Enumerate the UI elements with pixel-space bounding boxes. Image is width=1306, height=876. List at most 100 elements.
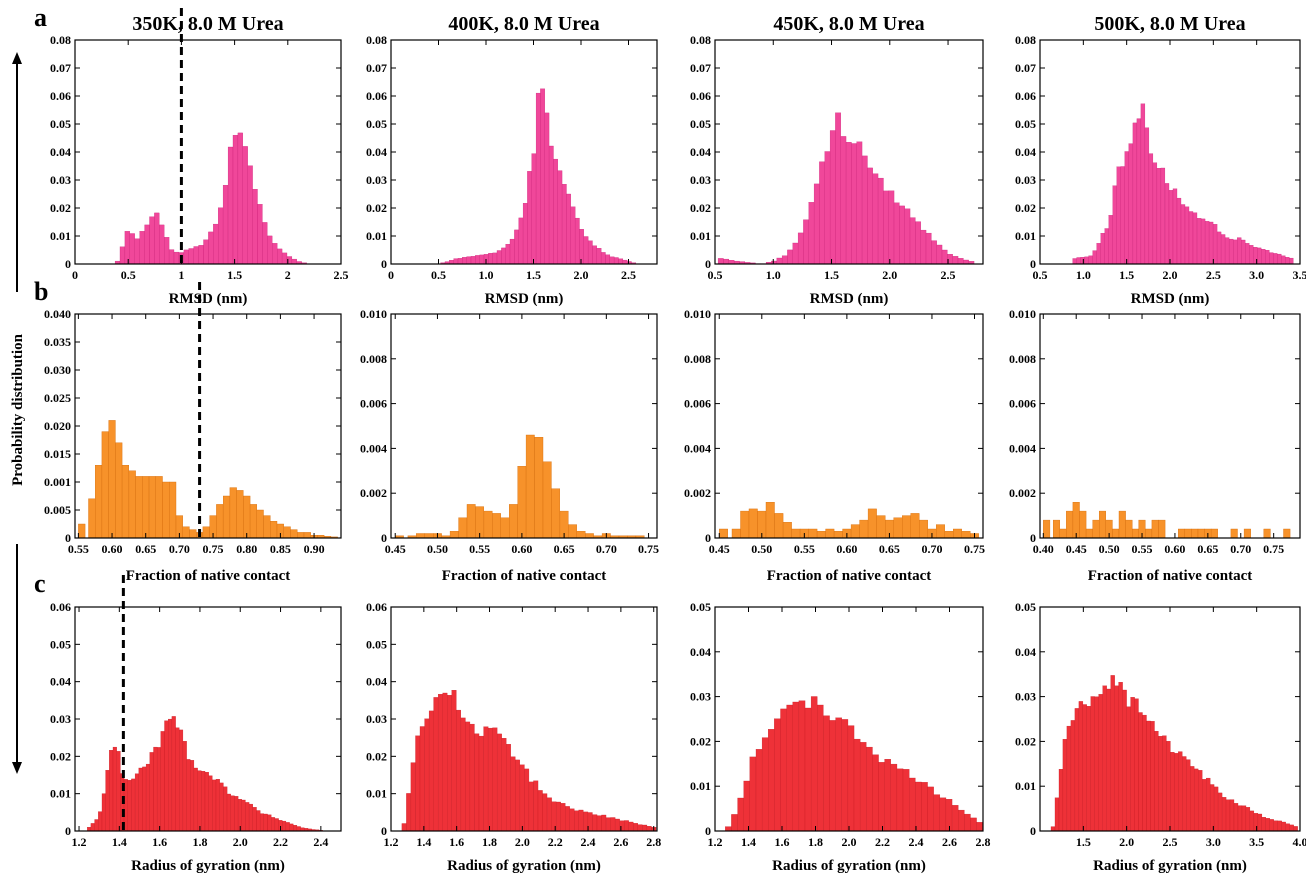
histogram-bar xyxy=(144,224,150,265)
histogram-bar xyxy=(131,778,136,832)
histogram-bar xyxy=(1172,188,1178,265)
histogram-bar xyxy=(438,694,443,832)
histogram-bar xyxy=(1080,257,1085,265)
histogram-bar xyxy=(859,742,867,832)
x-tick-label: 0.60 xyxy=(102,542,123,556)
chart-panel-b3: 0 0.002 0.004 0.006 0.008 0.010 0.45 0.50 0.55 0.… xyxy=(684,307,985,584)
histogram-bar xyxy=(237,132,243,265)
histogram-bar xyxy=(406,793,412,832)
y-tick-label: 0 xyxy=(65,824,71,838)
histogram-bar xyxy=(124,231,130,265)
y-tick-label: 0.03 xyxy=(690,173,711,187)
x-tick-label: 0.55 xyxy=(68,542,89,556)
histogram-bar xyxy=(94,819,99,832)
x-tick-label: 0.75 xyxy=(964,542,985,556)
histogram-bar xyxy=(896,768,904,832)
histogram-bar xyxy=(1204,221,1210,265)
histogram-bar xyxy=(1108,215,1113,265)
histogram-bar xyxy=(761,737,769,832)
histogram-bar xyxy=(931,240,937,265)
histogram-bar xyxy=(565,806,570,832)
histogram-bar xyxy=(1072,502,1080,539)
histogram-bar xyxy=(119,246,126,265)
histogram-bar xyxy=(1158,736,1163,832)
histogram-bars xyxy=(725,696,983,832)
y-tick-label: 0.01 xyxy=(366,787,387,801)
x-tick-label: 0.5 xyxy=(121,268,136,282)
panels-container: 00.010.020.030.040.050.060.070.080 0.5 1 1.… xyxy=(44,8,1306,874)
y-tick-label: 0.01 xyxy=(690,229,711,243)
histogram-bar xyxy=(964,813,971,832)
histogram-bar xyxy=(1078,701,1084,832)
x-tick-label: 0.5 xyxy=(1033,268,1048,282)
x-tick-label: 1.4 xyxy=(416,835,431,849)
x-tick-label: 1.0 xyxy=(1076,268,1091,282)
histogram-bar xyxy=(535,92,541,265)
histogram-bar xyxy=(936,244,943,265)
histogram-bar xyxy=(227,146,234,265)
histogram-bar xyxy=(401,823,407,832)
x-tick-label: 0.40 xyxy=(1033,542,1054,556)
histogram-bar xyxy=(1233,803,1239,832)
histogram-bar xyxy=(1230,528,1238,539)
y-tick-label: 0.06 xyxy=(50,600,71,614)
histogram-bar xyxy=(222,495,231,539)
histogram-bar xyxy=(791,528,801,539)
histogram-bar xyxy=(1220,234,1226,265)
histogram-bar xyxy=(557,170,563,265)
histogram-bar xyxy=(1168,190,1174,265)
histogram-bars xyxy=(395,434,645,539)
x-tick-label: 2.4 xyxy=(313,835,328,849)
y-tick-label: 0.05 xyxy=(366,117,387,131)
histogram-bar xyxy=(1269,252,1274,265)
histogram-bar xyxy=(115,442,123,539)
histogram-bar xyxy=(289,823,294,832)
histogram-bar xyxy=(1213,786,1219,832)
histogram-bar xyxy=(1225,799,1231,832)
y-tick-label: 0.04 xyxy=(690,645,711,659)
chart-title: 450K, 8.0 M Urea xyxy=(773,13,924,35)
histogram-bar xyxy=(867,508,877,539)
x-tick-label: 1.6 xyxy=(449,835,464,849)
histogram-bar xyxy=(1281,255,1286,265)
histogram-bar xyxy=(596,248,602,265)
x-tick-label: 2.0 xyxy=(842,835,857,849)
histogram-bar xyxy=(524,768,530,832)
y-tick-label: 0.04 xyxy=(366,675,387,689)
histogram-bar xyxy=(410,762,416,832)
histogram-bar xyxy=(601,814,607,832)
y-tick-label: 0.04 xyxy=(1015,145,1036,159)
histogram-bar xyxy=(1072,258,1077,265)
x-tick-label: 4.0 xyxy=(1293,835,1306,849)
y-tick-label: 0.02 xyxy=(690,734,711,748)
histogram-bar xyxy=(1184,528,1192,539)
histogram-bar xyxy=(1098,694,1103,832)
histogram-bar xyxy=(470,256,476,265)
histogram-bar xyxy=(876,515,886,539)
histogram-bar xyxy=(548,145,554,265)
histogram-bar xyxy=(1196,218,1202,265)
histogram-bar xyxy=(1257,247,1262,265)
histogram-bar xyxy=(877,177,884,265)
histogram-bar xyxy=(451,690,457,832)
y-tick-label: 0.015 xyxy=(44,447,71,461)
x-tick-label: 1.8 xyxy=(192,835,207,849)
histogram-bar xyxy=(492,252,498,265)
histogram-bar xyxy=(933,794,941,832)
x-axis-label: Radius of gyration (nm) xyxy=(131,858,285,874)
histogram-bar xyxy=(1281,821,1286,832)
histogram-bar xyxy=(1125,519,1133,539)
histogram-bar xyxy=(145,763,150,832)
histogram-bar xyxy=(1156,168,1162,265)
histogram-bar xyxy=(433,697,439,832)
x-tick-label: 2.5 xyxy=(621,268,636,282)
histogram-bars xyxy=(1050,675,1298,832)
x-tick-label: 0 xyxy=(388,268,394,282)
histogram-bar xyxy=(234,796,239,832)
histogram-bar xyxy=(1273,253,1278,265)
histogram-bar xyxy=(1144,127,1150,265)
y-tick-label: 0.030 xyxy=(44,363,71,377)
y-tick-label: 0 xyxy=(1030,824,1036,838)
y-tick-label: 0.010 xyxy=(1009,307,1036,321)
histogram-bar xyxy=(1150,721,1155,832)
